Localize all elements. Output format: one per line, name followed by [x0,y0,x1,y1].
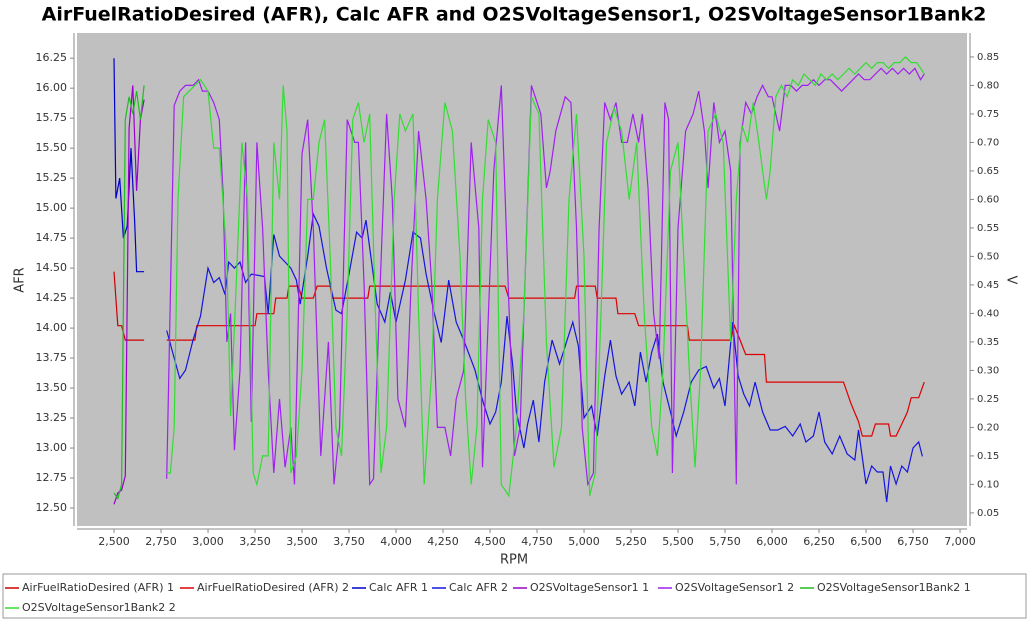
x-tick-label: 5,250 [615,535,647,548]
x-tick-label: 5,750 [709,535,741,548]
y-tick-label: 14.50 [36,261,68,274]
y-tick-label: 15.75 [36,111,68,124]
y-tick-label: 15.00 [36,201,68,214]
y2-tick-label: 0.25 [977,394,999,405]
y2-tick-label: 0.65 [977,166,999,177]
y2-tick-label: 0.55 [977,223,999,234]
chart-title: AirFuelRatioDesired (AFR), Calc AFR and … [42,4,987,26]
series-line [166,67,925,487]
legend-label: Calc AFR 1 [369,581,428,594]
x-axis-label: RPM [500,553,528,568]
legend-label: AirFuelRatioDesired (AFR) 1 [22,581,174,594]
x-tick-label: 6,500 [850,535,882,548]
y-tick-label: 15.25 [36,171,68,184]
y-tick-label: 13.50 [36,381,68,394]
legend-label: O2SVoltageSensor1Bank2 2 [22,601,176,614]
y-tick-label: 15.50 [36,141,68,154]
x-tick-label: 4,750 [521,535,553,548]
y2-tick-label: 0.75 [977,109,999,120]
y-tick-label: 14.75 [36,231,68,244]
y2-tick-label: 0.45 [977,280,999,291]
legend-label: O2SVoltageSensor1Bank2 1 [817,581,971,594]
y2-tick-label: 0.70 [977,137,999,148]
y2-tick-label: 0.30 [977,365,999,376]
legend [2,573,1027,619]
y2-tick-label: 0.80 [977,80,999,91]
legend-label: O2SVoltageSensor1 1 [530,581,649,594]
x-tick-label: 3,250 [239,535,271,548]
y-tick-label: 16.25 [36,51,68,64]
x-tick-label: 6,000 [756,535,788,548]
y2-tick-label: 0.50 [977,251,999,262]
x-tick-label: 5,000 [568,535,600,548]
y2-tick-label: 0.40 [977,308,999,319]
series-line [166,56,925,498]
y2-axis-label: V [1004,276,1019,285]
y2-tick-label: 0.20 [977,422,999,433]
y-tick-label: 12.50 [36,501,68,514]
legend-label: O2SVoltageSensor1 2 [675,581,794,594]
series-line [166,212,923,503]
y-tick-label: 13.00 [36,441,68,454]
y-tick-label: 13.75 [36,351,68,364]
legend-label: AirFuelRatioDesired (AFR) 2 [197,581,349,594]
x-tick-label: 6,250 [803,535,835,548]
y-tick-label: 13.25 [36,411,68,424]
x-tick-label: 3,750 [333,535,365,548]
y2-tick-label: 0.15 [977,451,999,462]
x-tick-label: 5,500 [662,535,694,548]
x-tick-label: 2,500 [98,535,130,548]
y2-tick-label: 0.85 [977,52,999,63]
y-tick-label: 14.00 [36,321,68,334]
y-tick-label: 16.00 [36,81,68,94]
y-tick-label: 14.25 [36,291,68,304]
legend-label: Calc AFR 2 [449,581,508,594]
x-tick-label: 6,750 [897,535,929,548]
x-tick-label: 2,750 [145,535,177,548]
y-axis-label: AFR [13,267,28,292]
series-line [113,85,145,501]
x-tick-label: 4,500 [474,535,506,548]
x-tick-label: 4,250 [427,535,459,548]
y2-tick-label: 0.60 [977,194,999,205]
y2-tick-label: 0.05 [977,508,999,519]
y2-tick-label: 0.10 [977,479,999,490]
x-tick-label: 7,000 [944,535,976,548]
y2-tick-label: 0.35 [977,337,999,348]
x-tick-label: 3,500 [286,535,318,548]
y-tick-label: 12.75 [36,471,68,484]
x-tick-label: 3,000 [192,535,224,548]
series-line [113,58,145,273]
x-tick-label: 4,000 [380,535,412,548]
